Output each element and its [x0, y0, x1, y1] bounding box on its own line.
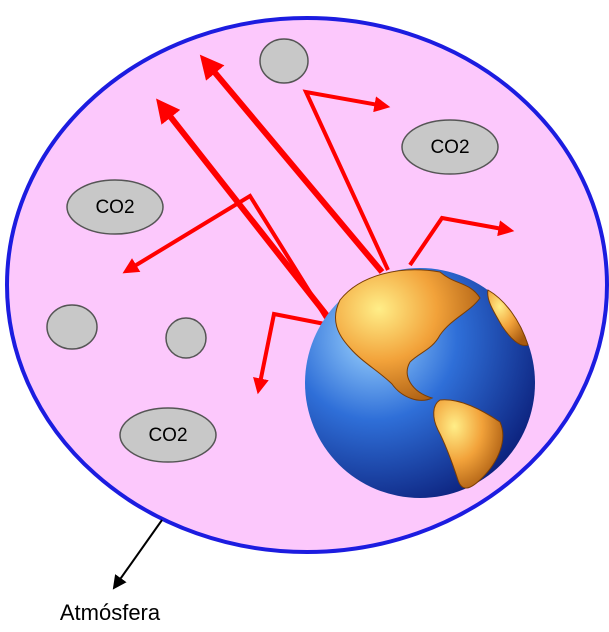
earth: [305, 268, 535, 498]
co2-molecule: CO2: [401, 119, 499, 175]
particles: [46, 38, 309, 359]
co2-molecule: CO2: [66, 179, 164, 235]
caption: Atmósfera: [60, 600, 161, 625]
co2-label: CO2: [430, 137, 469, 158]
radiation-arrows: [122, 54, 515, 395]
co2-label: CO2: [148, 425, 187, 446]
co2-molecule: CO2: [119, 407, 217, 463]
pointer-arrow: [112, 519, 163, 590]
co2-label: CO2: [95, 197, 134, 218]
